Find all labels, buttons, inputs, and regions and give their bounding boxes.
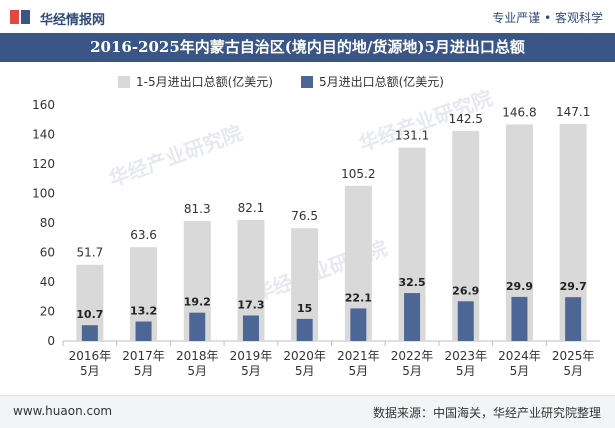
x-tick-label: 5月	[563, 364, 583, 378]
y-tick-label: 80	[40, 216, 55, 230]
bar-series-2	[189, 312, 206, 341]
bar-series-2	[457, 301, 474, 341]
data-label-series-2: 13.2	[130, 305, 157, 318]
x-tick-label: 2024年	[498, 349, 541, 363]
x-tick-label: 2021年	[337, 349, 380, 363]
legend-item-series-1: 1-5月进出口总额(亿美元)	[118, 73, 273, 90]
bar-series-2	[565, 297, 582, 341]
legend-swatch-series-2	[300, 75, 313, 88]
data-label-series-2: 26.9	[452, 284, 479, 297]
x-tick-label: 5月	[349, 364, 369, 378]
y-tick-label: 40	[40, 275, 55, 289]
data-label-series-1: 76.5	[291, 209, 318, 223]
data-label-series-1: 142.5	[449, 112, 483, 126]
title-bar: 2016-2025年内蒙古自治区(境内目的地/货源地)5月进出口总额	[0, 33, 615, 62]
y-tick-label: 160	[32, 98, 55, 112]
y-tick-label: 20	[40, 305, 55, 319]
footer: www.huaon.com 数据来源：中国海关，华经产业研究院整理	[0, 395, 615, 428]
bar-series-2	[511, 296, 528, 341]
data-label-series-1: 82.1	[238, 201, 265, 215]
bar-series-2	[404, 293, 421, 341]
data-label-series-2: 29.9	[506, 280, 533, 293]
data-label-series-2: 32.5	[398, 276, 425, 289]
x-tick-label: 2018年	[176, 349, 219, 363]
y-tick-label: 0	[47, 334, 55, 348]
data-label-series-1: 147.1	[556, 105, 590, 119]
x-tick-label: 5月	[241, 364, 261, 378]
slogan: 专业严谨 • 客观科学	[492, 11, 603, 25]
x-tick-label: 2025年	[552, 349, 595, 363]
legend-item-series-2: 5月进出口总额(亿美元)	[300, 73, 444, 90]
y-tick-label: 120	[32, 157, 55, 171]
data-label-series-2: 15	[297, 302, 312, 315]
data-label-series-2: 10.7	[76, 308, 103, 321]
bar-series-2	[135, 321, 152, 341]
legend-label-series-2: 5月进出口总额(亿美元)	[318, 75, 444, 89]
bar-series-2	[296, 318, 313, 341]
data-label-series-1: 63.6	[130, 228, 157, 242]
footer-source: 数据来源：中国海关，华经产业研究院整理	[372, 406, 601, 420]
x-tick-label: 5月	[134, 364, 154, 378]
bar-series-2	[81, 325, 98, 341]
data-label-series-2: 19.2	[184, 296, 211, 309]
data-label-series-1: 51.7	[76, 246, 103, 260]
x-tick-label: 2019年	[230, 349, 273, 363]
data-label-series-2: 17.3	[237, 298, 264, 311]
x-tick-label: 5月	[187, 364, 207, 378]
footer-website[interactable]: www.huaon.com	[13, 404, 113, 418]
data-label-series-2: 29.7	[560, 280, 587, 293]
data-label-series-1: 81.3	[184, 202, 211, 216]
x-tick-label: 5月	[456, 364, 476, 378]
chart-title: 2016-2025年内蒙古自治区(境内目的地/货源地)5月进出口总额	[90, 38, 525, 56]
x-tick-label: 2022年	[391, 349, 434, 363]
y-tick-label: 140	[32, 128, 55, 142]
logo-text: 华经情报网	[40, 13, 106, 28]
x-tick-label: 2023年	[444, 349, 487, 363]
legend-swatch-series-1	[118, 75, 130, 88]
x-tick-label: 2016年	[69, 349, 112, 363]
data-label-series-2: 22.1	[345, 291, 372, 304]
x-tick-label: 2017年	[122, 349, 165, 363]
chart-legend: 1-5月进出口总额(亿美元) 5月进出口总额(亿美元)	[118, 73, 472, 90]
x-tick-label: 5月	[510, 364, 530, 378]
data-label-series-1: 131.1	[395, 129, 429, 143]
top-bar: 华经情报网 专业严谨 • 客观科学	[0, 0, 615, 33]
data-label-series-1: 146.8	[502, 105, 536, 119]
logo-icon	[10, 10, 30, 24]
x-tick-label: 5月	[402, 364, 422, 378]
x-tick-label: 5月	[80, 364, 100, 378]
bar-series-2	[242, 315, 259, 341]
data-label-series-1: 105.2	[341, 167, 375, 181]
y-tick-label: 60	[40, 246, 55, 260]
bar-series-2	[350, 308, 367, 341]
x-tick-label: 5月	[295, 364, 315, 378]
y-tick-label: 100	[32, 187, 55, 201]
legend-label-series-1: 1-5月进出口总额(亿美元)	[136, 75, 273, 89]
x-tick-label: 2020年	[283, 349, 326, 363]
